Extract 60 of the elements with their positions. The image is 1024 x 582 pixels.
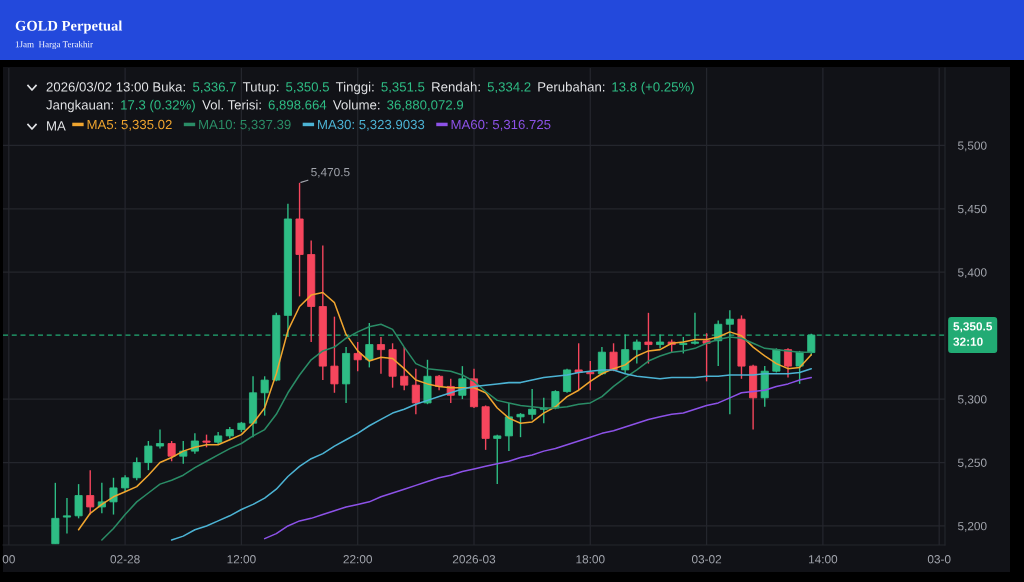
x-tick-label: 12:00 bbox=[227, 555, 256, 564]
candlestick bbox=[260, 375, 269, 417]
y-tick-label: 5,500 bbox=[957, 141, 987, 152]
legend-label: MA5: 5,335.02 bbox=[87, 119, 172, 131]
legend-title: MA bbox=[47, 121, 66, 131]
candlestick bbox=[690, 312, 699, 346]
x-tick-label: 22:00 bbox=[343, 555, 373, 564]
y-tick-label: 5,200 bbox=[957, 522, 987, 532]
candlestick bbox=[493, 433, 502, 485]
candlestick bbox=[62, 497, 71, 535]
candlestick bbox=[400, 346, 409, 391]
x-tick-label: 2026-03 bbox=[452, 555, 496, 564]
candlestick bbox=[772, 347, 781, 374]
legend-label: MA30: 5,323.9033 bbox=[318, 119, 425, 131]
candlestick bbox=[167, 440, 176, 462]
candlestick bbox=[132, 456, 141, 481]
candlestick bbox=[632, 338, 641, 365]
candlestick bbox=[376, 336, 385, 375]
legend-label: MA60: 5,316.725 bbox=[451, 119, 551, 131]
candlestick bbox=[155, 428, 165, 450]
candlestick bbox=[783, 347, 793, 379]
x-tick-label: 02-28 bbox=[110, 555, 140, 564]
y-tick-label: 5,300 bbox=[957, 395, 987, 405]
candlestick bbox=[330, 315, 339, 394]
candlestick bbox=[621, 333, 630, 375]
annotation: Jangkauan: 17.3 (0.32%) Vol. Terisi: 6,898.664 Volume: 36,880,072.9 bbox=[46, 99, 464, 113]
candlestick bbox=[702, 332, 711, 383]
candlestick bbox=[179, 440, 188, 465]
candlestick bbox=[86, 469, 95, 516]
candlestick bbox=[365, 322, 374, 369]
candlestick bbox=[644, 312, 653, 365]
line-series bbox=[77, 291, 813, 531]
ref-line-label: 5,350.5 32:10 bbox=[953, 322, 993, 346]
candlestick bbox=[725, 309, 734, 416]
candlestick bbox=[516, 412, 525, 438]
y-tick-label: 5,250 bbox=[957, 458, 987, 469]
candlestick bbox=[411, 367, 420, 416]
chart-title: GOLD Perpetual bbox=[15, 20, 123, 34]
candlestick bbox=[586, 360, 595, 391]
x-tick-label: 03-02 bbox=[691, 555, 722, 564]
candlestick bbox=[656, 333, 665, 350]
x-tick-label: 14:00 bbox=[809, 555, 838, 564]
line-series bbox=[101, 323, 813, 541]
candlestick bbox=[144, 440, 153, 471]
candlestick bbox=[504, 402, 513, 452]
candlestick bbox=[353, 341, 362, 372]
text: 2026/03/02 13:00 Buka: 5,336.7 Tutup: 5,350.5 Tinggi: 5,351.5 Rendah: 5,334.2 Perubahan: 13.8 (+0.25%) bbox=[46, 81, 694, 95]
candlestick bbox=[795, 350, 804, 385]
candlestick bbox=[74, 483, 83, 520]
y-tick-label: 5,400 bbox=[957, 268, 987, 279]
legend-label: MA10: 5,337.39 bbox=[199, 119, 291, 131]
candlestick bbox=[109, 477, 118, 516]
annotation: 5,470.5 bbox=[311, 167, 350, 178]
x-tick-label: 00 bbox=[2, 555, 15, 564]
chart-subtitle: 1Jam Harga Terakhir bbox=[15, 40, 93, 50]
x-tick-label: 18:00 bbox=[576, 555, 605, 564]
y-tick-label: 5,450 bbox=[957, 204, 987, 215]
x-tick-label: 03-0 bbox=[927, 555, 951, 564]
candlestick bbox=[528, 388, 537, 421]
line-series bbox=[263, 376, 813, 540]
